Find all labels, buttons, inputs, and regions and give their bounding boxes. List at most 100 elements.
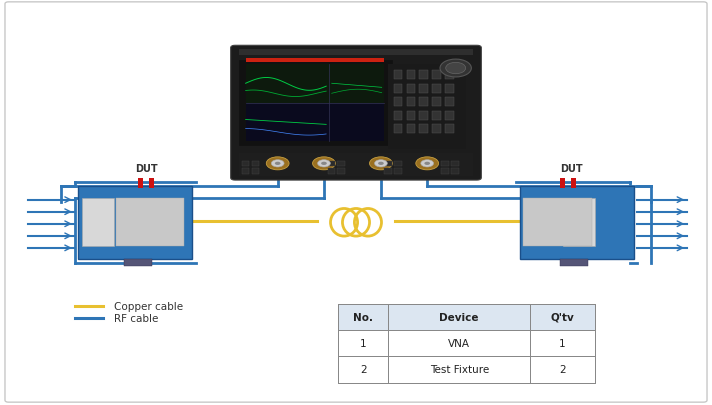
Text: 2: 2 xyxy=(559,364,566,375)
Bar xyxy=(338,356,388,383)
Bar xyxy=(432,71,441,80)
Bar xyxy=(407,125,415,134)
Bar xyxy=(432,111,441,120)
Circle shape xyxy=(424,162,430,166)
Circle shape xyxy=(271,160,284,168)
Text: Test Fixture: Test Fixture xyxy=(429,364,489,375)
Bar xyxy=(445,111,454,120)
Circle shape xyxy=(446,63,466,75)
Circle shape xyxy=(318,160,330,168)
Bar xyxy=(246,59,384,62)
Circle shape xyxy=(416,158,439,171)
Bar xyxy=(384,162,392,167)
Text: DUT: DUT xyxy=(135,163,158,173)
Bar xyxy=(388,356,530,383)
Bar xyxy=(441,169,449,174)
Bar xyxy=(530,330,595,356)
Bar xyxy=(388,330,530,356)
Bar xyxy=(394,169,402,174)
Bar xyxy=(407,71,415,80)
Bar xyxy=(394,71,402,80)
Bar xyxy=(329,65,384,103)
Text: RF cable: RF cable xyxy=(114,313,158,323)
Bar xyxy=(523,199,592,246)
Bar xyxy=(530,304,595,330)
Text: Copper cable: Copper cable xyxy=(114,301,183,311)
Bar xyxy=(419,111,428,120)
Bar xyxy=(328,162,335,167)
Text: Q'tv: Q'tv xyxy=(550,312,575,322)
Bar xyxy=(407,85,415,94)
Bar xyxy=(407,111,415,120)
Bar xyxy=(137,178,142,188)
Bar xyxy=(419,71,428,80)
Bar xyxy=(560,259,588,266)
Bar xyxy=(445,125,454,134)
Circle shape xyxy=(313,158,335,171)
Bar xyxy=(451,162,459,167)
Text: 1: 1 xyxy=(559,338,566,348)
Bar xyxy=(337,162,345,167)
Bar xyxy=(571,178,576,188)
Bar xyxy=(445,85,454,94)
FancyBboxPatch shape xyxy=(78,186,192,259)
Bar xyxy=(394,98,402,107)
Circle shape xyxy=(421,160,434,168)
Bar xyxy=(394,162,402,167)
Bar xyxy=(252,162,259,167)
Text: Device: Device xyxy=(439,312,479,322)
Bar xyxy=(124,259,152,266)
Circle shape xyxy=(266,158,289,171)
Circle shape xyxy=(378,162,384,166)
Bar xyxy=(239,61,392,146)
Bar xyxy=(432,85,441,94)
Bar xyxy=(432,125,441,134)
Circle shape xyxy=(375,160,387,168)
Text: No.: No. xyxy=(353,312,373,322)
Bar xyxy=(82,199,114,246)
Bar xyxy=(338,356,595,383)
Bar xyxy=(419,98,428,107)
FancyBboxPatch shape xyxy=(231,46,481,181)
Bar xyxy=(328,169,335,174)
Bar xyxy=(394,85,402,94)
Bar xyxy=(445,71,454,80)
Bar xyxy=(441,162,449,167)
Bar xyxy=(242,162,249,167)
Bar xyxy=(338,330,388,356)
Bar xyxy=(252,169,259,174)
Bar xyxy=(451,169,459,174)
Bar xyxy=(338,304,595,330)
Circle shape xyxy=(370,158,392,171)
Bar xyxy=(384,169,392,174)
Bar xyxy=(239,50,473,56)
Text: 1: 1 xyxy=(360,338,367,348)
Circle shape xyxy=(440,60,471,78)
Bar xyxy=(530,356,595,383)
Circle shape xyxy=(321,162,327,166)
Text: DUT: DUT xyxy=(560,163,582,173)
Bar xyxy=(563,199,595,246)
Bar xyxy=(407,98,415,107)
FancyBboxPatch shape xyxy=(520,186,634,259)
FancyBboxPatch shape xyxy=(5,3,707,402)
Text: VNA: VNA xyxy=(449,338,470,348)
Bar xyxy=(432,98,441,107)
Bar xyxy=(560,178,565,188)
Bar xyxy=(338,330,595,356)
Bar xyxy=(419,85,428,94)
Bar xyxy=(337,169,345,174)
Bar xyxy=(149,178,154,188)
Bar xyxy=(242,169,249,174)
Bar xyxy=(388,65,466,150)
Bar xyxy=(239,154,473,176)
Bar xyxy=(116,199,184,246)
Bar xyxy=(394,111,402,120)
Bar xyxy=(329,103,384,142)
Text: 2: 2 xyxy=(360,364,367,375)
Bar xyxy=(246,65,329,103)
Bar xyxy=(338,304,388,330)
Bar xyxy=(419,125,428,134)
Bar xyxy=(246,103,329,142)
Bar xyxy=(388,304,530,330)
